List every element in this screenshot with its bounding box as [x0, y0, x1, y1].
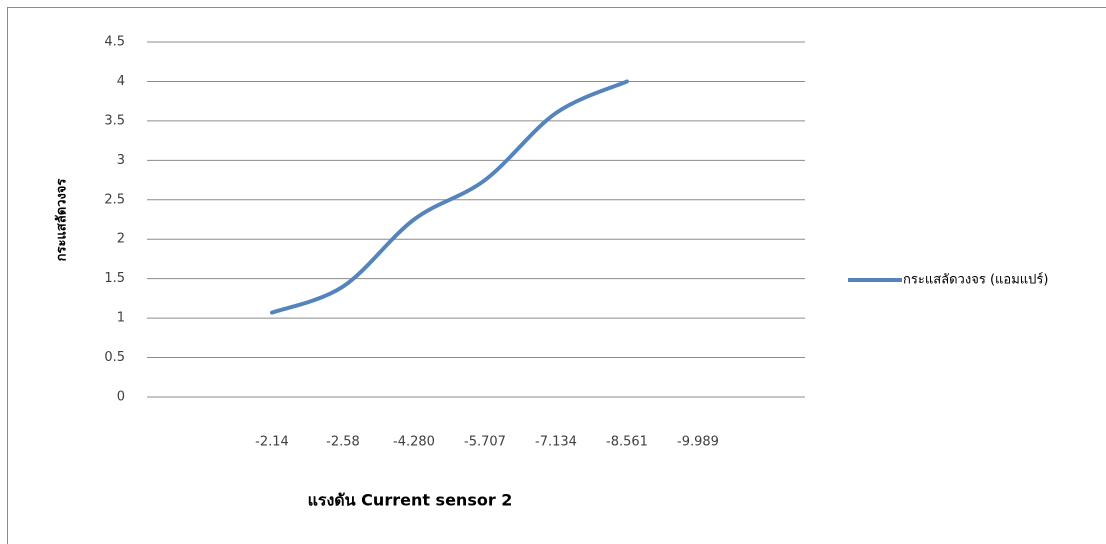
legend-label: กระแสลัดวงจร (แอมแปร์) [903, 272, 1048, 288]
x-axis-title: แรงดัน Current sensor 2 [308, 491, 513, 510]
y-tick-label: 4 [117, 74, 125, 89]
y-tick-label: 1 [117, 311, 125, 326]
x-tick-label: -2.14 [255, 435, 289, 450]
y-tick-label: 0.5 [104, 350, 125, 365]
data-line [270, 79, 629, 315]
x-tick-label: -9.989 [677, 435, 719, 450]
x-tick-label: -8.561 [606, 435, 648, 450]
y-tick-label: 2.5 [104, 192, 125, 207]
y-tick-label: 2 [117, 232, 125, 247]
x-tick-label: -7.134 [535, 435, 577, 450]
y-tick-label: 0 [117, 390, 125, 405]
y-tick-label: 1.5 [104, 271, 125, 286]
y-tick-label: 3 [117, 153, 125, 168]
x-tick-label: -5.707 [464, 435, 506, 450]
x-tick-label: -2.58 [326, 435, 360, 450]
y-tick-label: 4.5 [104, 35, 125, 50]
x-tick-label: -4.280 [393, 435, 435, 450]
y-tick-label: 3.5 [104, 113, 125, 128]
chart-frame [7, 7, 1106, 544]
y-axis-title: กระแสลัดวงจร [55, 179, 70, 262]
